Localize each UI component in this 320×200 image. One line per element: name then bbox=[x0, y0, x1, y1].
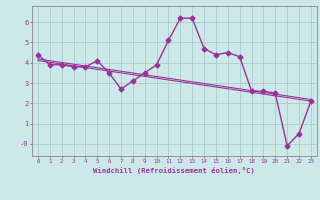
X-axis label: Windchill (Refroidissement éolien,°C): Windchill (Refroidissement éolien,°C) bbox=[93, 167, 255, 174]
